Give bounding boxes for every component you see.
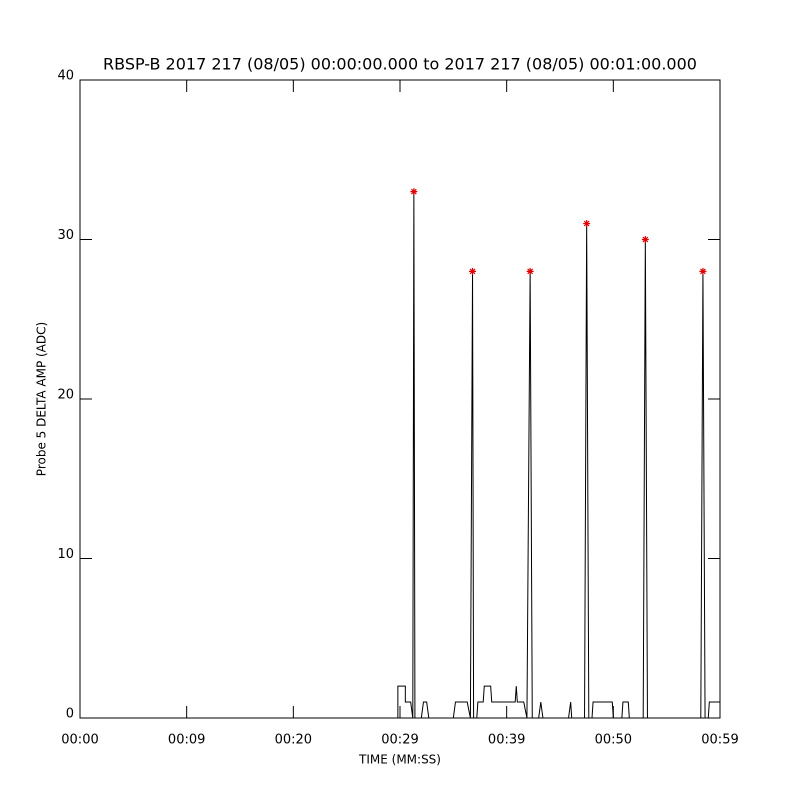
y-tick-label: 0	[66, 707, 74, 722]
x-tick-label: 00:50	[595, 733, 632, 748]
data-line	[80, 191, 720, 719]
peak-marker	[469, 267, 477, 275]
plot-frame	[79, 79, 721, 719]
peak-marker	[410, 188, 418, 196]
peak-marker	[583, 220, 591, 228]
x-tick-label: 00:00	[61, 733, 98, 748]
y-axis-label: Probe 5 DELTA AMP (ADC)	[35, 322, 49, 476]
y-tick-label: 40	[57, 69, 74, 84]
y-tick-label: 10	[57, 547, 74, 562]
peak-marker	[641, 236, 649, 243]
x-tick-label: 00:20	[275, 733, 312, 748]
x-axis-label: TIME (MM:SS)	[358, 753, 441, 767]
x-tick-label: 00:39	[488, 733, 525, 748]
x-tick-label: 00:09	[168, 733, 205, 748]
peak-marker	[526, 267, 534, 275]
peak-marker	[699, 267, 707, 275]
y-tick-label: 20	[57, 388, 74, 403]
chart-title: RBSP-B 2017 217 (08/05) 00:00:00.000 to …	[103, 55, 697, 74]
y-tick-label: 30	[57, 228, 74, 243]
x-tick-label: 00:29	[381, 733, 418, 748]
x-tick-label: 00:59	[701, 733, 738, 748]
